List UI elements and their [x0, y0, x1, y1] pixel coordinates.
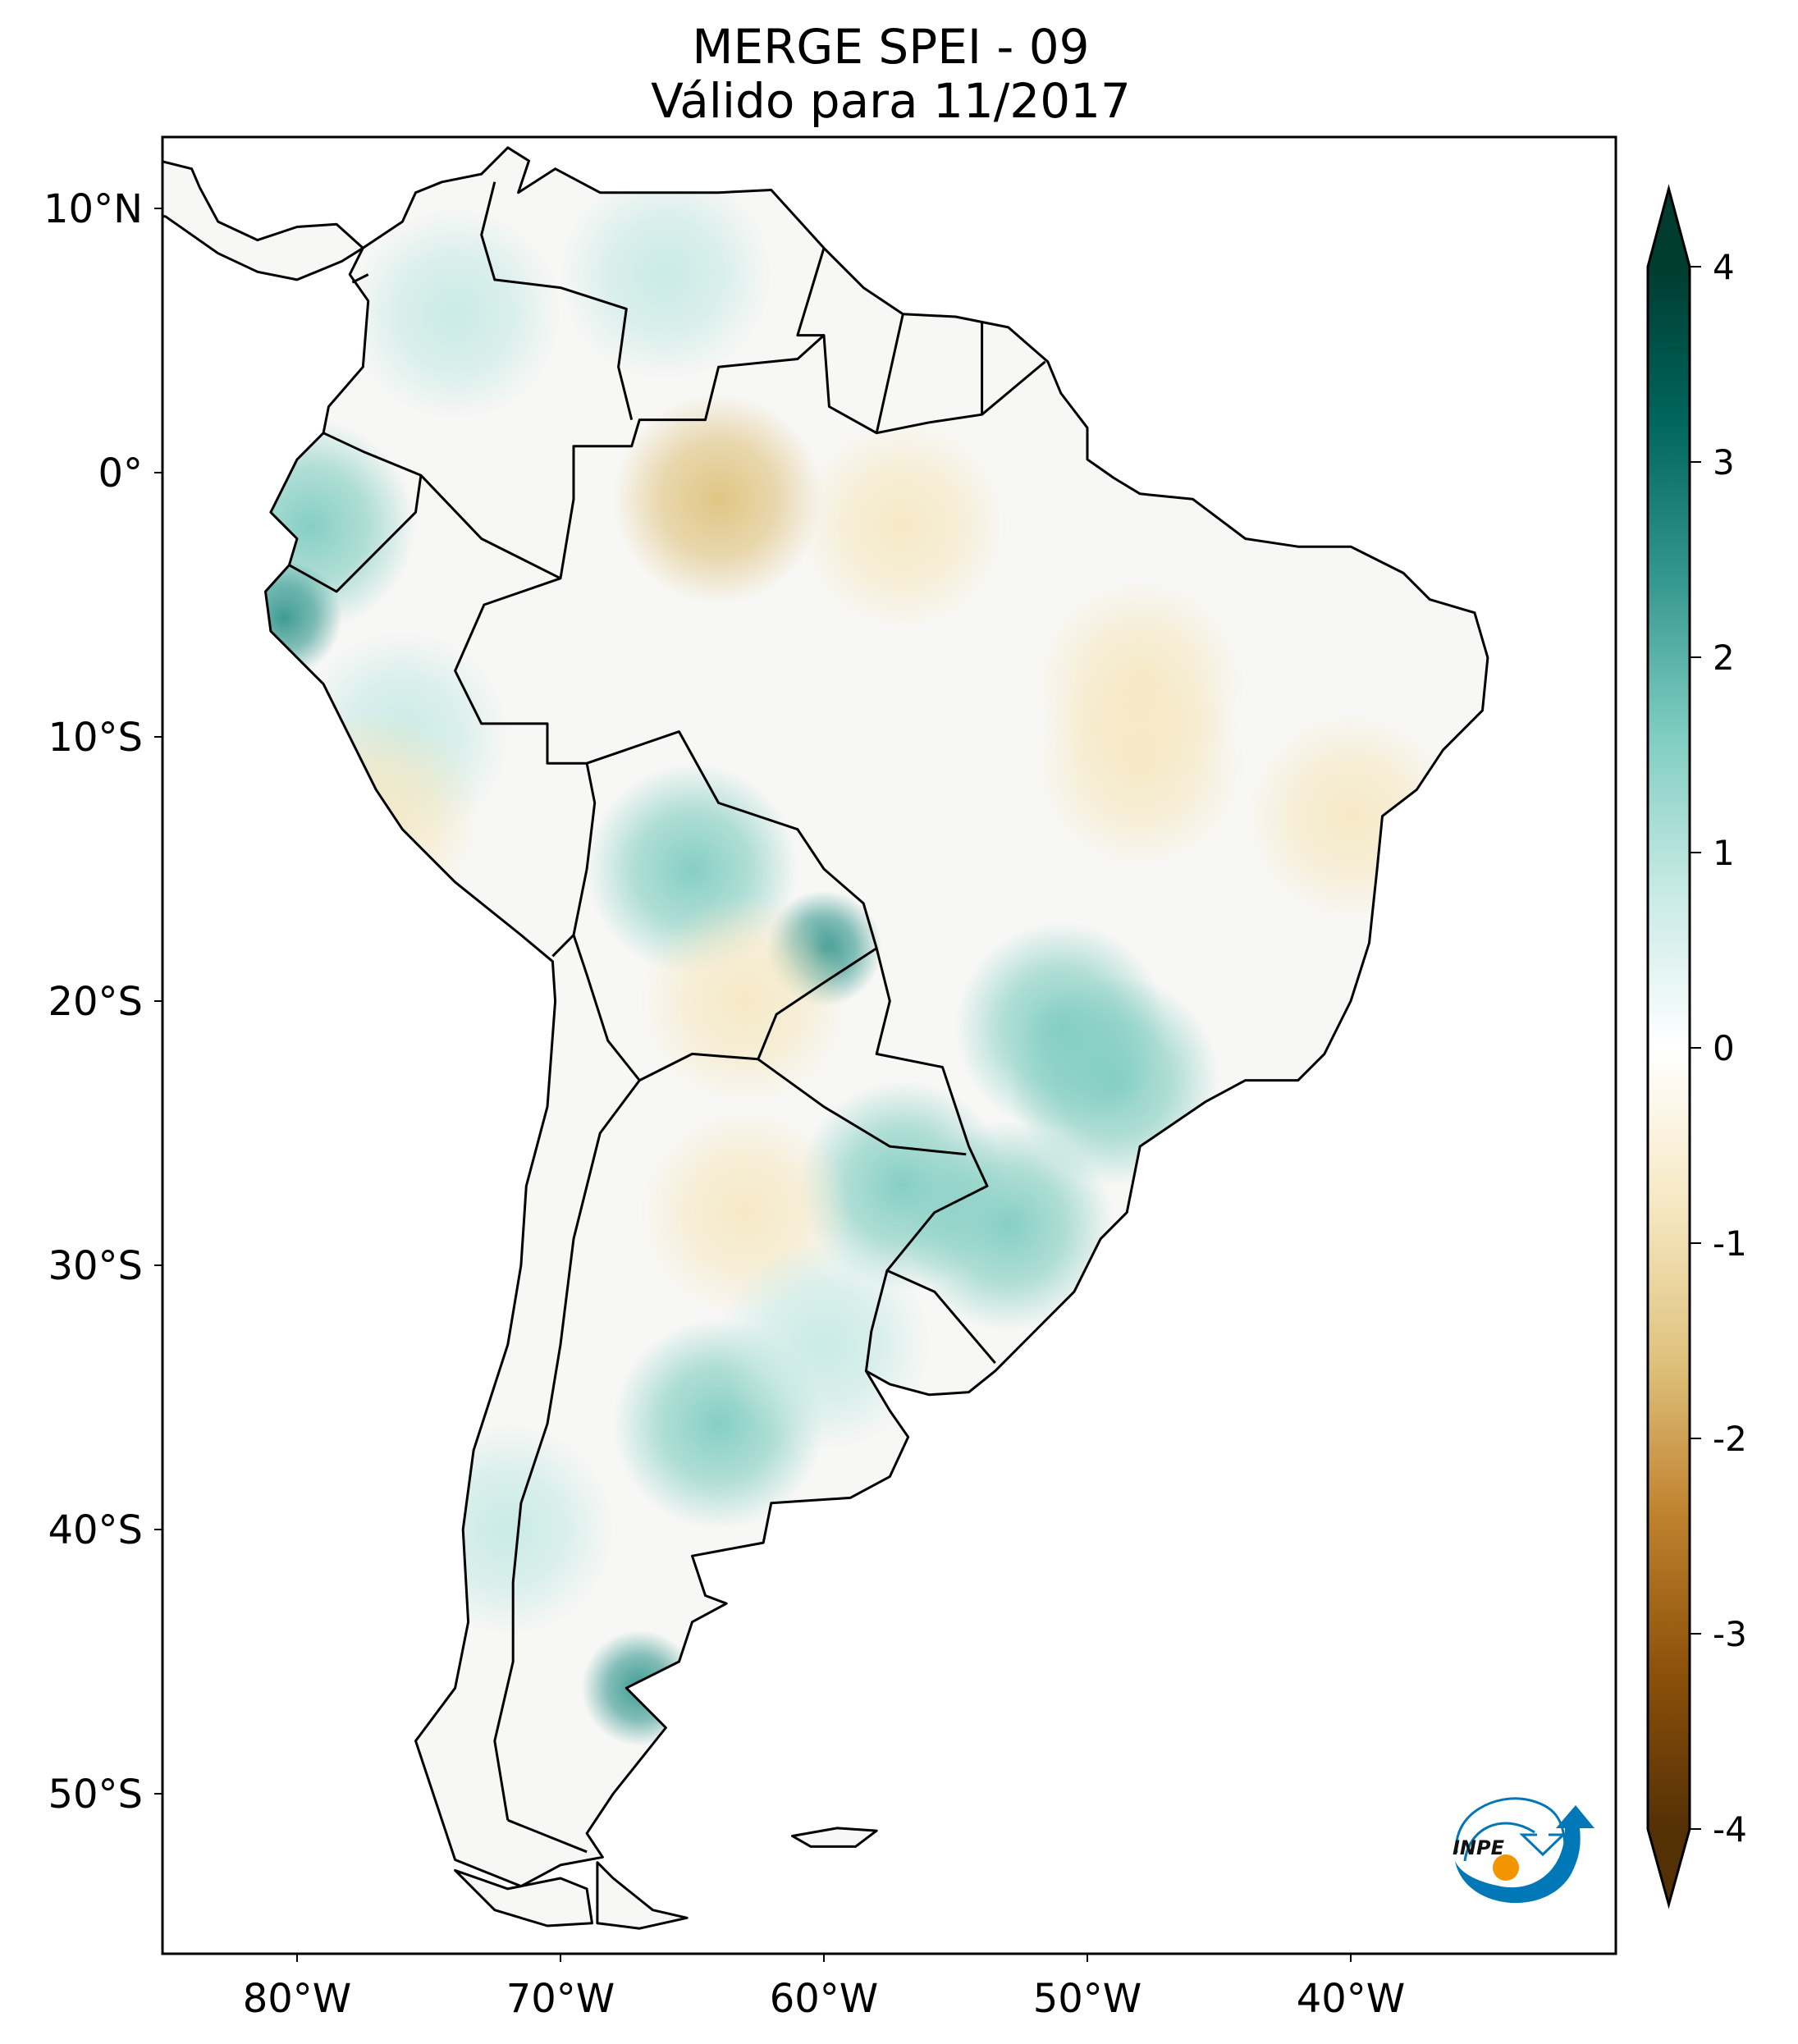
border-line — [551, 934, 575, 958]
x-tick-label: 80°W — [243, 1976, 352, 2022]
colorbar-tick-label: 1 — [1713, 833, 1735, 873]
colorbar: 4 3 2 1 0 -1 -2 -3 -4 — [1646, 184, 1747, 1909]
coastline — [264, 146, 1489, 1888]
land-polygon — [597, 1862, 688, 1929]
spei-anomaly — [613, 394, 824, 605]
chart-title: MERGE SPEI - 09 — [692, 19, 1090, 75]
border-line — [493, 762, 641, 1821]
chart-subtitle: Válido para 11/2017 — [651, 73, 1131, 129]
x-axis: 80°W 70°W 60°W 50°W 40°W — [243, 1954, 1406, 2022]
border-line — [351, 273, 369, 284]
colorbar-tick-label: 2 — [1713, 638, 1735, 678]
colorbar-extend-min — [1648, 1829, 1690, 1905]
y-tick-label: 10°S — [48, 715, 143, 761]
border-line — [638, 947, 878, 1081]
border-line — [419, 474, 561, 580]
y-tick-label: 10°N — [43, 186, 143, 232]
spei-anomaly — [798, 420, 1009, 631]
coastline — [596, 1861, 689, 1930]
y-tick-label: 30°S — [48, 1243, 143, 1289]
colorbar-tick-label: 3 — [1713, 442, 1735, 482]
country-borders — [288, 181, 1046, 1854]
colorbar-tick-label: -2 — [1713, 1419, 1747, 1459]
coastline — [791, 1827, 878, 1848]
spei-anomaly — [271, 711, 482, 921]
svg-text:INPE: INPE — [1453, 1836, 1505, 1859]
colorbar-tick-label: -3 — [1713, 1614, 1747, 1654]
map-area — [162, 146, 1489, 1930]
border-line — [454, 334, 1046, 1365]
spei-anomaly — [1035, 658, 1246, 869]
y-tick-label: 20°S — [48, 979, 143, 1025]
colorbar-tick-label: 4 — [1713, 247, 1735, 287]
land-polygon — [162, 161, 364, 280]
border-line — [480, 181, 634, 420]
x-tick-label: 60°W — [770, 1976, 879, 2022]
y-tick-label: 50°S — [48, 1772, 143, 1818]
spei-anomaly — [560, 169, 771, 380]
land-polygon — [455, 1870, 592, 1926]
y-tick-label: 0° — [98, 450, 143, 496]
border-line — [507, 1818, 588, 1854]
inpe-logo: INPE — [1453, 1797, 1594, 1904]
border-line — [875, 313, 904, 434]
spei-anomaly — [350, 208, 560, 419]
border-line — [288, 432, 423, 593]
spei-anomaly — [1246, 711, 1456, 921]
spei-anomaly — [639, 896, 850, 1106]
coastline — [162, 160, 364, 281]
y-axis: 10°N 0° 10°S 20°S 30°S 40°S 50°S — [43, 186, 162, 1818]
colorbar-tick-label: 0 — [1713, 1028, 1735, 1068]
x-tick-label: 40°W — [1297, 1976, 1406, 2022]
border-line — [796, 247, 826, 337]
coastlines — [162, 146, 1489, 1930]
map-frame — [161, 135, 1617, 1955]
coastline — [454, 1868, 593, 1927]
colorbar-tick-label: -1 — [1713, 1223, 1747, 1264]
spei-anomaly — [226, 560, 342, 676]
x-tick-label: 50°W — [1033, 1976, 1142, 2022]
x-tick-label: 70°W — [506, 1976, 615, 2022]
spei-anomaly — [903, 1120, 1114, 1331]
spei-anomaly — [581, 1630, 698, 1746]
border-line — [864, 1270, 889, 1371]
border-line — [757, 1058, 967, 1156]
spei-field — [205, 169, 1456, 1746]
spei-anomaly — [402, 1424, 613, 1635]
colorbar-extend-max — [1648, 189, 1690, 267]
colorbar-body — [1648, 267, 1690, 1829]
y-tick-label: 40°S — [48, 1507, 143, 1553]
spei-anomaly — [719, 1239, 929, 1450]
colorbar-tick-label: -4 — [1713, 1809, 1747, 1850]
